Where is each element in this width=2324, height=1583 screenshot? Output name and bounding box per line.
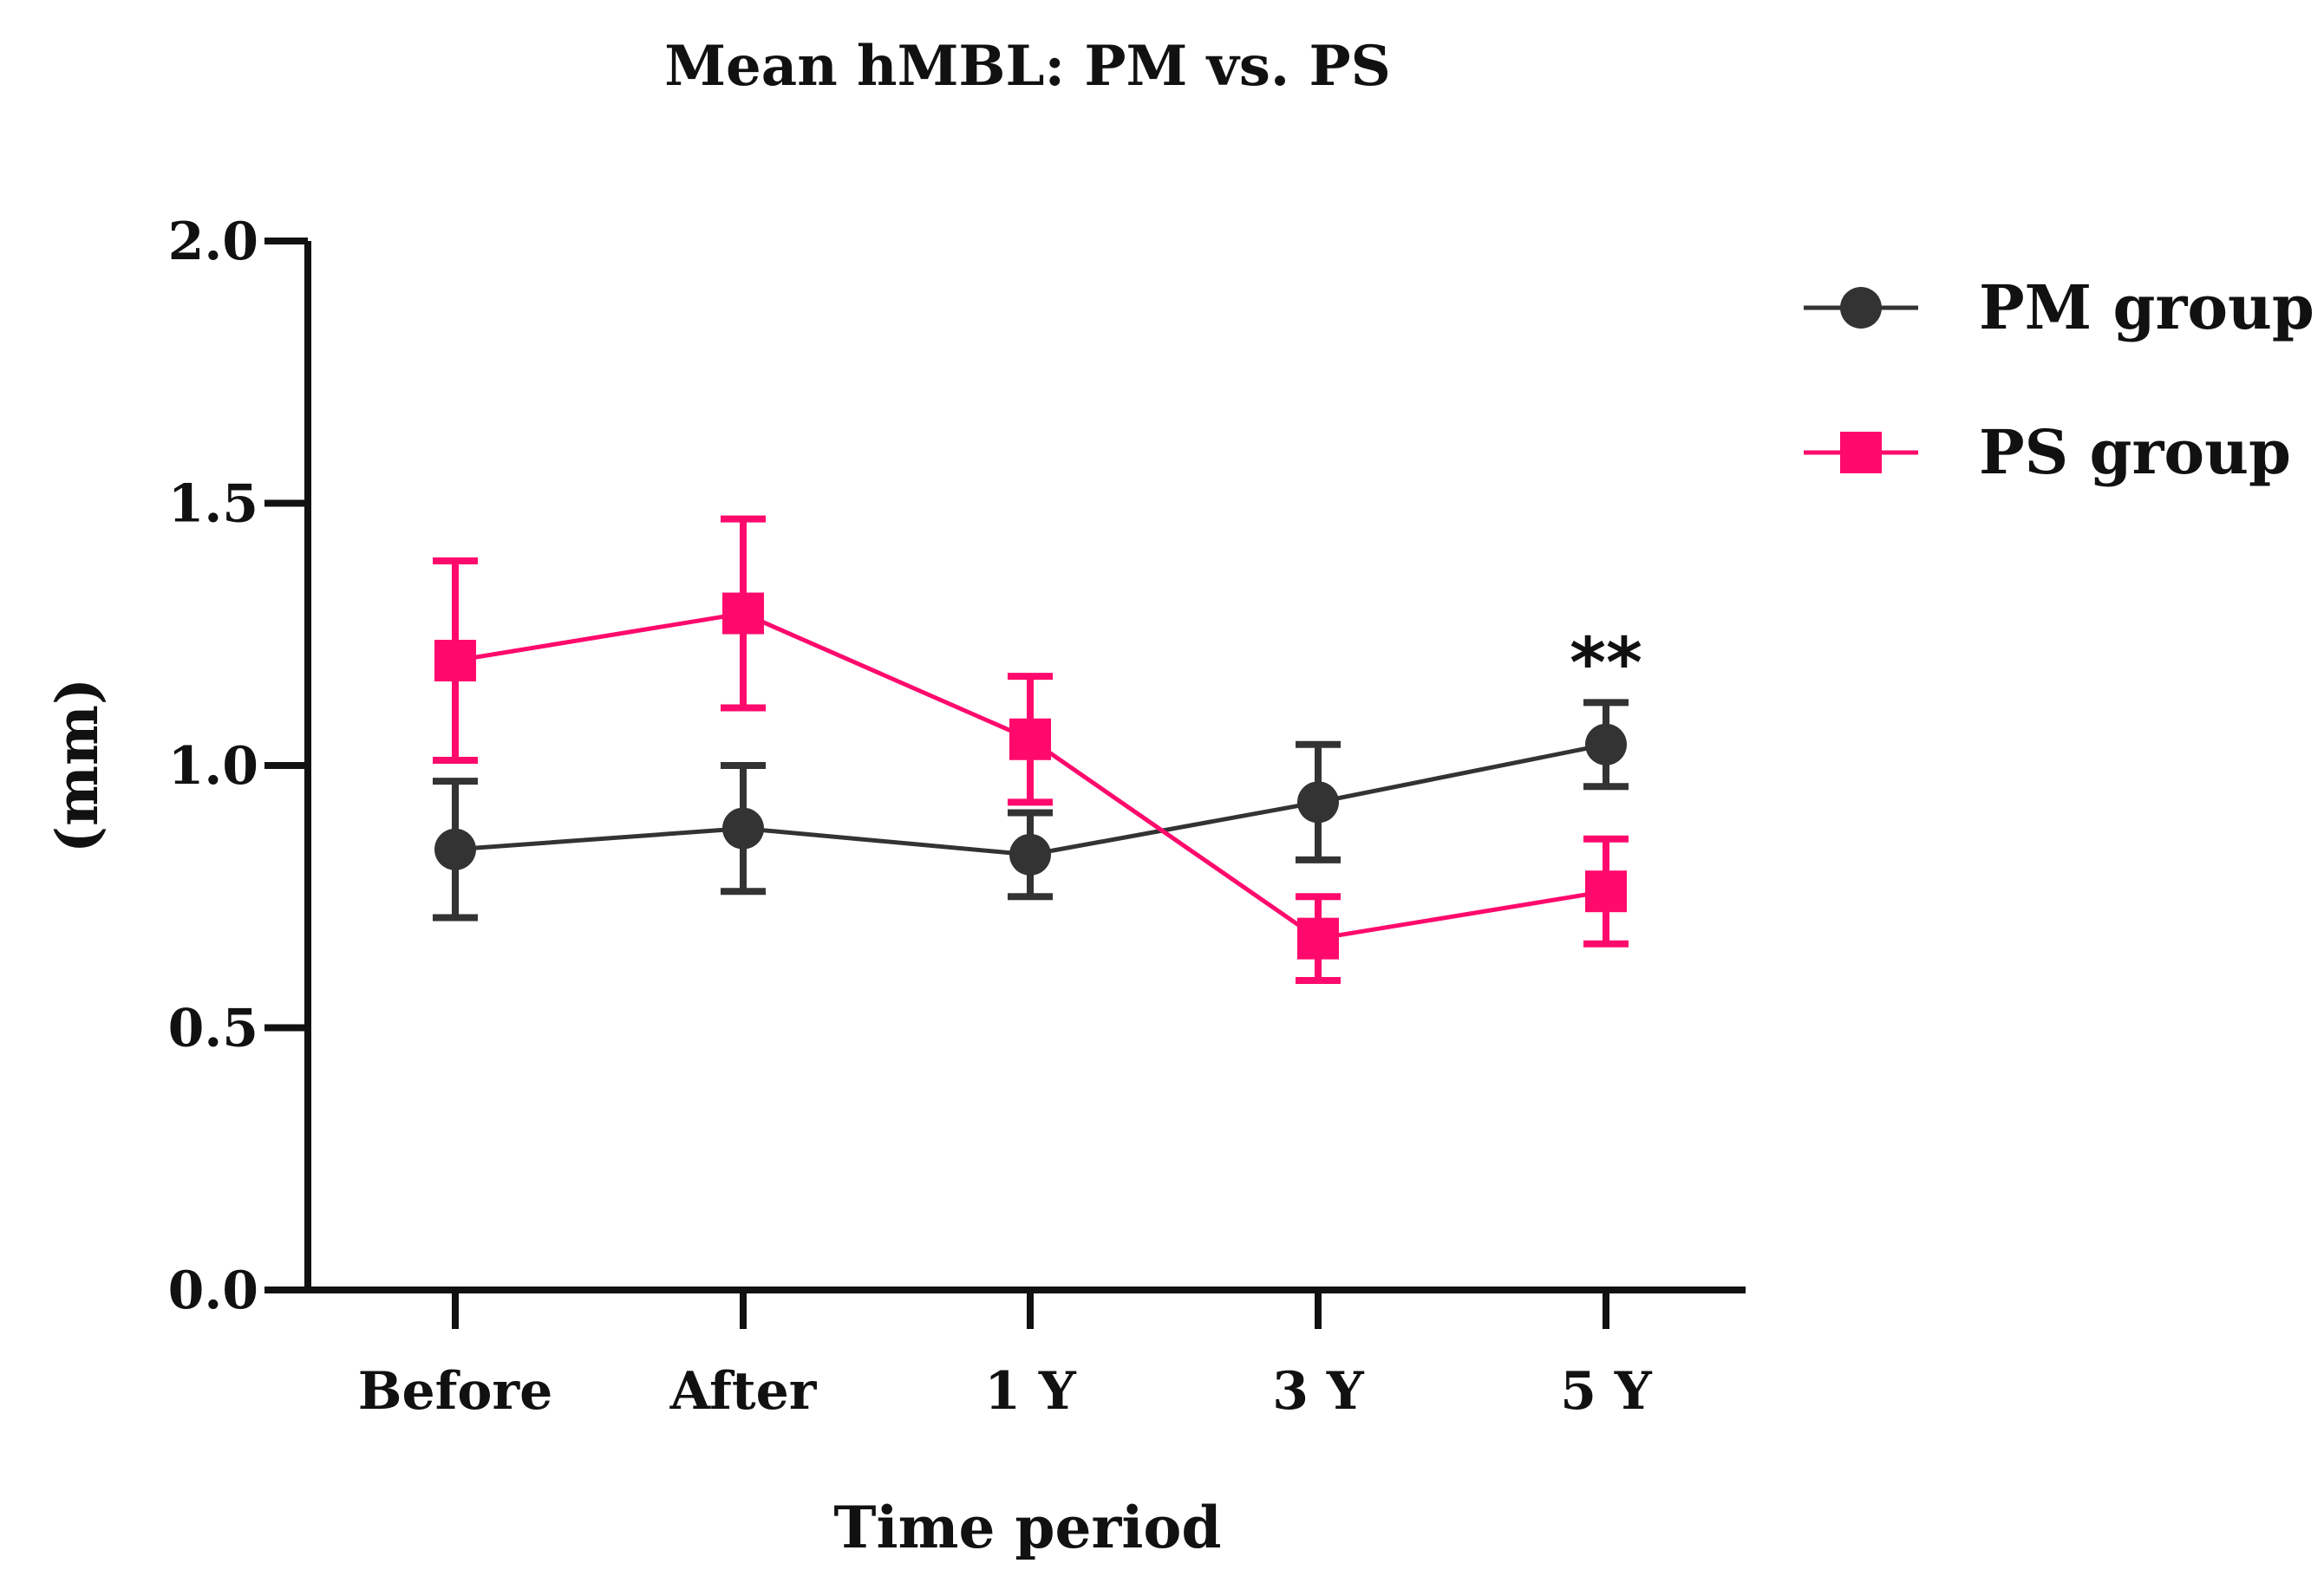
- x-tick-label: 3 Y: [1272, 1361, 1365, 1422]
- y-tick-label: 1.0: [168, 736, 258, 797]
- data-point: [722, 807, 764, 850]
- square-marker-icon: [1840, 432, 1882, 473]
- data-point: [1297, 917, 1339, 960]
- y-axis-ticks: 0.0 0.5 1.0 1.5 2.0: [168, 212, 308, 1321]
- data-point: [434, 828, 476, 870]
- y-axis-title: (mm): [43, 678, 111, 853]
- significance-annotation: **: [1570, 622, 1642, 703]
- data-point: [1297, 781, 1339, 824]
- x-axis-ticks: Before After 1 Y 3 Y 5 Y: [358, 1290, 1653, 1422]
- series-pm-group: [433, 699, 1629, 922]
- data-point: [1009, 833, 1051, 876]
- x-tick-label: Before: [358, 1361, 553, 1422]
- chart-title: Mean hMBL: PM vs. PS: [664, 34, 1391, 99]
- legend-item: PM group: [1804, 271, 2314, 343]
- data-point: [1585, 723, 1627, 765]
- legend: PM group PS group: [1804, 271, 2314, 488]
- x-tick-label: 1 Y: [984, 1361, 1077, 1422]
- series-ps-group: [433, 515, 1629, 985]
- legend-label: PS group: [1979, 416, 2291, 488]
- series-layer: **: [433, 515, 1642, 985]
- y-tick-label: 0.5: [168, 999, 258, 1059]
- data-point: [1009, 718, 1051, 760]
- legend-label: PM group: [1979, 271, 2314, 343]
- data-point: [1585, 870, 1627, 913]
- data-point: [434, 640, 476, 681]
- legend-item: PS group: [1804, 416, 2291, 488]
- x-axis-title: Time period: [833, 1494, 1221, 1561]
- circle-marker-icon: [1840, 287, 1882, 329]
- x-tick-label: After: [669, 1361, 818, 1422]
- y-tick-label: 2.0: [168, 212, 258, 272]
- data-point: [722, 592, 764, 635]
- plot-area: 0.0 0.5 1.0 1.5 2.0 Before After 1 Y 3 Y 5 Y **: [168, 212, 1746, 1422]
- y-tick-label: 1.5: [168, 474, 258, 535]
- x-tick-label: 5 Y: [1560, 1361, 1653, 1422]
- y-tick-label: 0.0: [168, 1261, 258, 1321]
